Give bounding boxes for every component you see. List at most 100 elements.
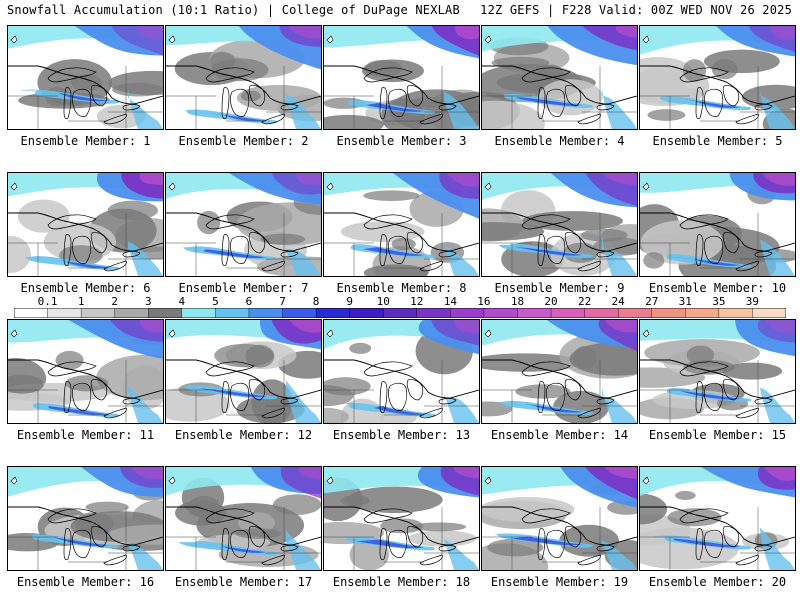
- colorbar-bin: [47, 308, 82, 318]
- colorbar-bin: [80, 308, 116, 318]
- colorbar-bin: [349, 308, 384, 318]
- colorbar-tick-label: 35: [712, 295, 726, 308]
- snowfall-map-image: [324, 320, 479, 423]
- colorbar-bin: [450, 308, 485, 318]
- colorbar-bin: [282, 308, 317, 318]
- snowfall-map-image: [482, 26, 637, 129]
- ensemble-member-caption: Ensemble Member: 6: [20, 281, 151, 295]
- colorbar-bin: [383, 308, 418, 318]
- ensemble-member-caption: Ensemble Member: 16: [16, 575, 155, 589]
- ensemble-member-caption: Ensemble Member: 15: [648, 428, 787, 442]
- snowfall-map-image: [8, 26, 163, 129]
- colorbar-bin: [685, 308, 720, 318]
- colorbar-bin: [148, 308, 183, 318]
- colorbar-bin: [584, 308, 619, 318]
- colorbar-bin: [248, 308, 284, 318]
- colorbar-bin: [14, 308, 49, 318]
- ensemble-member-caption: Ensemble Member: 3: [336, 134, 467, 148]
- colorbar-tick-label: 27: [645, 295, 659, 308]
- colorbar-bin: [215, 308, 250, 318]
- ensemble-member-caption: Ensemble Member: 4: [494, 134, 625, 148]
- snowfall-map-image: [640, 26, 795, 129]
- colorbar-tick-label: 24: [611, 295, 625, 308]
- colorbar-tick-label: 16: [477, 295, 491, 308]
- ensemble-member-map: [323, 172, 480, 277]
- colorbar-bin: [651, 308, 687, 318]
- colorbar-tick-label: 0.1: [37, 295, 58, 308]
- colorbar-tick-label: 4: [178, 295, 186, 308]
- snowfall-map-image: [166, 467, 321, 570]
- colorbar-bin: [718, 308, 754, 318]
- ensemble-member-map: [639, 319, 796, 424]
- colorbar-tick-label: 9: [346, 295, 353, 308]
- colorbar-bin: [181, 308, 217, 318]
- colorbar-tick-label: 31: [678, 295, 692, 308]
- ensemble-member-map: [7, 466, 164, 571]
- ensemble-member-caption: Ensemble Member: 12: [174, 428, 313, 442]
- ensemble-member-map: [639, 466, 796, 571]
- ensemble-member-map: [481, 319, 638, 424]
- colorbar-tick-label: 1: [77, 295, 85, 308]
- ensemble-member-caption: Ensemble Member: 7: [178, 281, 309, 295]
- colorbar-bin: [416, 308, 452, 318]
- colorbar-bin: [483, 308, 519, 318]
- ensemble-member-map: [323, 466, 480, 571]
- colorbar-tick-label: 12: [410, 295, 424, 308]
- snowfall-map-image: [640, 173, 795, 276]
- ensemble-member-map: [481, 25, 638, 130]
- colorbar-tick-label: 8: [312, 295, 320, 308]
- colorbar-bin: [550, 308, 586, 318]
- snowfall-map-image: [482, 173, 637, 276]
- snowfall-map-image: [640, 467, 795, 570]
- ensemble-member-caption: Ensemble Member: 8: [336, 281, 467, 295]
- ensemble-member-map: [639, 172, 796, 277]
- colorbar-tick-label: 6: [245, 295, 253, 308]
- snowfall-map-image: [8, 467, 163, 570]
- model-run-label: 12Z GEFS | F228 Valid: 00Z WED NOV 26 20…: [480, 3, 792, 17]
- ensemble-member-map: [639, 25, 796, 130]
- ensemble-member-caption: Ensemble Member: 17: [174, 575, 313, 589]
- ensemble-member-caption: Ensemble Member: 20: [648, 575, 787, 589]
- colorbar-tick-label: 22: [577, 295, 592, 308]
- ensemble-member-map: [165, 319, 322, 424]
- snowfall-map-image: [166, 26, 321, 129]
- ensemble-member-caption: Ensemble Member: 18: [332, 575, 471, 589]
- colorbar-tick-label: 20: [544, 295, 558, 308]
- colorbar-tick-label: 7: [279, 295, 286, 308]
- colorbar-tick-label: 14: [443, 295, 457, 308]
- ensemble-member-map: [481, 172, 638, 277]
- snowfall-map-image: [8, 173, 163, 276]
- colorbar-tick-label: 39: [745, 295, 760, 308]
- ensemble-member-caption: Ensemble Member: 13: [332, 428, 471, 442]
- colorbar-tick-label: 10: [376, 295, 390, 308]
- colorbar-tick-label: 3: [144, 295, 152, 308]
- map-title: Snowfall Accumulation (10:1 Ratio) | Col…: [7, 3, 460, 17]
- ensemble-member-map: [481, 466, 638, 571]
- snowfall-map-image: [8, 320, 163, 423]
- ensemble-member-caption: Ensemble Member: 9: [494, 281, 625, 295]
- ensemble-member-map: [165, 172, 322, 277]
- ensemble-member-caption: Ensemble Member: 1: [20, 134, 151, 148]
- colorbar-bin: [517, 308, 552, 318]
- ensemble-member-map: [165, 25, 322, 130]
- colorbar-tick-label: 5: [212, 295, 219, 308]
- ensemble-member-caption: Ensemble Member: 10: [648, 281, 787, 295]
- colorbar-bin: [617, 308, 653, 318]
- snowfall-map-image: [324, 467, 479, 570]
- snowfall-map-image: [166, 173, 321, 276]
- ensemble-member-map: [7, 319, 164, 424]
- snowfall-map-image: [482, 467, 637, 570]
- ensemble-member-caption: Ensemble Member: 14: [490, 428, 629, 442]
- colorbar-bin: [752, 308, 786, 318]
- ensemble-member-caption: Ensemble Member: 11: [16, 428, 155, 442]
- colorbar-bin: [114, 308, 149, 318]
- snowfall-map-image: [324, 26, 479, 129]
- ensemble-member-map: [7, 25, 164, 130]
- snowfall-map-image: [166, 320, 321, 423]
- ensemble-member-caption: Ensemble Member: 19: [490, 575, 629, 589]
- snowfall-map-image: [640, 320, 795, 423]
- colorbar-bin: [315, 308, 351, 318]
- ensemble-member-map: [323, 319, 480, 424]
- ensemble-member-map: [165, 466, 322, 571]
- snowfall-map-image: [482, 320, 637, 423]
